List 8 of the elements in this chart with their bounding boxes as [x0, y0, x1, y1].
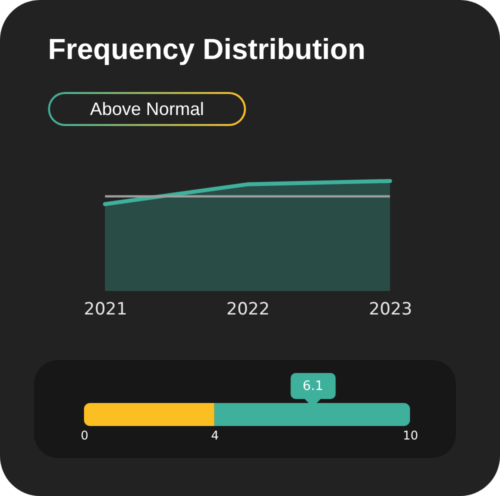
- badge-outline: Above Normal: [48, 92, 246, 126]
- x-tick-label: 2021: [84, 300, 128, 320]
- x-tick-label: 0: [80, 428, 88, 442]
- x-tick-label: 4: [211, 428, 219, 442]
- x-tick-label: 10: [402, 428, 418, 442]
- x-tick-label: 2023: [368, 300, 412, 320]
- chart-title: Frequency Distribution: [48, 34, 366, 67]
- x-tick-label: 2022: [226, 300, 270, 320]
